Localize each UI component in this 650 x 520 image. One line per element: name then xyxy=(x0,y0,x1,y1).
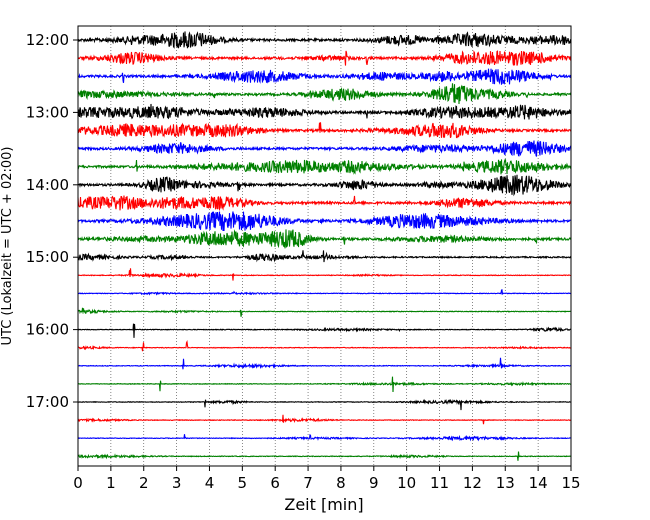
x-tick-label: 3 xyxy=(172,474,182,492)
trace-line xyxy=(77,323,572,338)
trace-line xyxy=(77,174,572,197)
trace-line xyxy=(77,268,572,281)
x-tick-label: 4 xyxy=(205,474,215,492)
x-tick-label: 2 xyxy=(139,474,149,492)
y-tick-label: 14:00 xyxy=(26,176,69,194)
x-tick-label: 6 xyxy=(270,474,280,492)
trace-line xyxy=(77,83,572,104)
trace-line xyxy=(77,159,572,175)
trace-line xyxy=(77,250,572,263)
trace-line xyxy=(77,357,572,370)
x-axis-label: Zeit [min] xyxy=(284,495,363,514)
trace-line xyxy=(77,229,572,249)
x-tick-label: 0 xyxy=(73,474,83,492)
trace-line xyxy=(77,339,572,352)
trace-line xyxy=(77,451,572,461)
y-tick-label: 17:00 xyxy=(26,393,69,411)
x-tick-label: 15 xyxy=(561,474,580,492)
x-tick-label: 14 xyxy=(529,474,548,492)
vertical-grid xyxy=(110,26,539,466)
trace-line xyxy=(77,414,572,425)
trace-line xyxy=(77,433,572,442)
x-tick-label: 7 xyxy=(303,474,313,492)
y-axis-ticks: 12:00 13:00 14:00 15:00 16:00 17:00 xyxy=(26,31,78,411)
trace-line xyxy=(77,122,572,139)
plot-frame xyxy=(77,25,572,467)
y-tick-label: 15:00 xyxy=(26,248,69,266)
x-tick-label: 11 xyxy=(430,474,449,492)
y-tick-label: 12:00 xyxy=(26,31,69,49)
x-tick-label: 5 xyxy=(238,474,248,492)
trace-line xyxy=(77,50,572,66)
x-tick-label: 8 xyxy=(336,474,346,492)
x-tick-label: 9 xyxy=(369,474,379,492)
seismic-traces xyxy=(77,31,572,461)
y-tick-label: 13:00 xyxy=(26,103,69,121)
x-tick-label: 12 xyxy=(463,474,482,492)
trace-line xyxy=(77,376,572,392)
y-tick-label: 16:00 xyxy=(26,321,69,339)
trace-line xyxy=(77,211,572,231)
trace-line xyxy=(77,103,572,120)
trace-line xyxy=(77,68,572,85)
x-axis-ticks: 0 1 2 3 4 5 6 7 8 9 10 11 12 13 14 15 xyxy=(73,466,581,492)
trace-line xyxy=(77,289,572,296)
x-tick-label: 10 xyxy=(397,474,416,492)
trace-line xyxy=(77,307,572,317)
trace-line xyxy=(77,31,572,49)
x-tick-label: 13 xyxy=(496,474,515,492)
trace-line xyxy=(77,398,572,411)
trace-line xyxy=(77,195,572,212)
x-tick-label: 1 xyxy=(106,474,116,492)
y-axis-label: UTC (Lokalzeit = UTC + 02:00) xyxy=(0,147,15,346)
trace-line xyxy=(77,140,572,157)
